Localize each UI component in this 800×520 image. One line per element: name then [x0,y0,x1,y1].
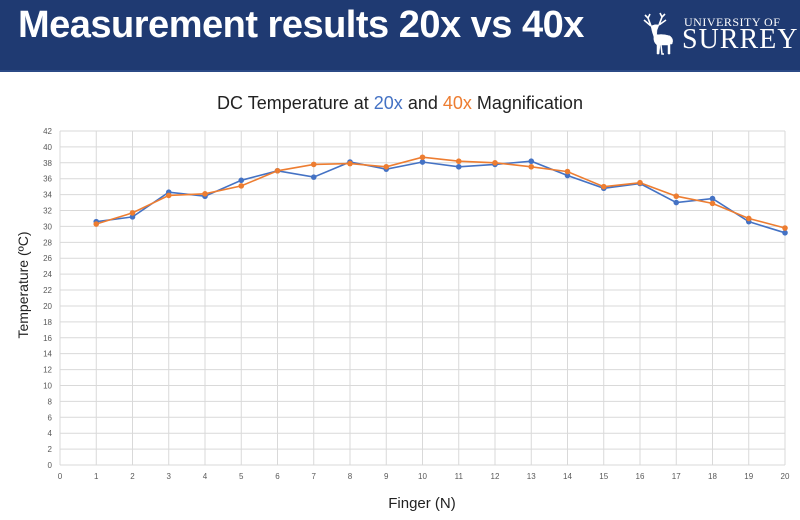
x-tick-label: 9 [384,472,389,481]
x-tick-label: 7 [312,472,317,481]
x-tick-label: 16 [636,472,645,481]
data-point-40x [165,192,172,199]
logo-text-surrey: SURREY [682,24,799,55]
data-point-40x [347,160,353,167]
x-axis-label: Finger (N) [388,495,456,512]
x-tick-label: 19 [744,472,753,481]
data-point-40x [419,154,426,161]
y-tick-label: 40 [43,143,52,152]
y-tick-label: 34 [43,191,52,200]
data-point-20x [673,199,680,206]
logo-text-university: UNIVERSITY OF [684,15,781,29]
y-tick-label: 30 [43,222,52,231]
y-tick-label: 36 [43,175,52,184]
x-tick-label: 3 [167,472,172,481]
x-tick-label: 15 [599,472,608,481]
y-tick-label: 16 [43,334,52,343]
y-tick-label: 28 [43,238,52,247]
y-tick-label: 8 [48,397,53,406]
y-tick-label: 18 [43,318,52,327]
header-divider [0,70,800,72]
y-axis-label: Temperature (ºC) [15,231,31,338]
y-tick-label: 10 [43,381,52,390]
data-point-40x [202,191,208,197]
chart-title: DC Temperature at 20x and 40x Magnificat… [0,93,800,114]
data-point-40x [637,179,643,186]
university-logo: UNIVERSITY OF SURREY [640,10,797,60]
data-point-40x [238,183,245,189]
y-tick-label: 4 [48,429,53,438]
data-point-40x [564,168,571,175]
data-point-40x [274,167,281,174]
x-tick-label: 0 [58,472,63,481]
y-tick-label: 24 [43,270,52,279]
data-point-20x [310,174,317,180]
data-point-40x [455,158,462,165]
y-tick-label: 2 [48,445,53,454]
y-tick-label: 22 [43,286,52,295]
x-tick-label: 11 [455,472,464,481]
data-point-40x [93,221,100,227]
chart-title-part: and [402,93,443,113]
chart-title-part-20x: 20x [373,93,403,113]
x-tick-label: 18 [708,472,717,481]
data-point-40x [745,215,752,222]
data-point-20x [564,172,571,179]
y-tick-label: 6 [48,413,53,422]
x-tick-label: 8 [348,472,353,481]
x-tick-label: 5 [239,472,244,481]
chart-title-part: Magnification [471,93,583,113]
data-point-20x [709,195,716,202]
data-point-40x [600,183,607,190]
data-point-20x [455,163,462,170]
data-point-40x [528,163,535,170]
x-tick-label: 12 [491,472,500,481]
y-tick-label: 14 [43,350,52,359]
data-point-40x [782,225,788,231]
data-point-40x [709,200,716,207]
series-line-40x [96,156,786,229]
x-axis-ticks: 0 1 2 3 4 5 6 7 8 9 10 11 12 13 14 15 16 17 18 19 20 [58,472,790,481]
y-tick-label: 20 [43,302,52,311]
x-tick-label: 20 [781,472,790,481]
chart-title-part: DC Temperature at [217,93,374,113]
x-tick-label: 4 [203,472,208,481]
x-tick-label: 1 [94,472,99,481]
chart-title-part-40x: 40x [442,93,472,113]
data-point-40x [129,210,136,216]
y-tick-label: 0 [48,461,53,470]
data-point-40x [673,193,680,200]
data-point-20x [782,229,788,236]
x-tick-label: 6 [275,472,280,481]
data-point-40x [310,161,317,168]
data-point-20x [528,158,535,165]
stag-icon [643,12,673,55]
y-tick-label: 42 [43,127,52,136]
y-tick-label: 32 [43,207,52,216]
y-tick-label: 26 [43,254,52,263]
y-tick-label: 12 [43,366,52,375]
chart-series [93,154,788,236]
x-tick-label: 13 [527,472,536,481]
series-line-20x [96,160,786,234]
y-tick-label: 38 [43,159,52,168]
chart-grid [59,130,786,466]
x-tick-label: 17 [672,472,681,481]
data-point-20x [419,159,426,165]
x-tick-label: 2 [130,472,135,481]
x-tick-label: 10 [418,472,427,481]
data-point-40x [492,160,498,166]
x-tick-label: 14 [563,472,572,481]
data-point-20x [238,177,245,184]
data-point-20x [129,214,136,220]
slide-title: Measurement results 20x vs 40x [18,4,584,46]
data-point-40x [383,163,390,170]
